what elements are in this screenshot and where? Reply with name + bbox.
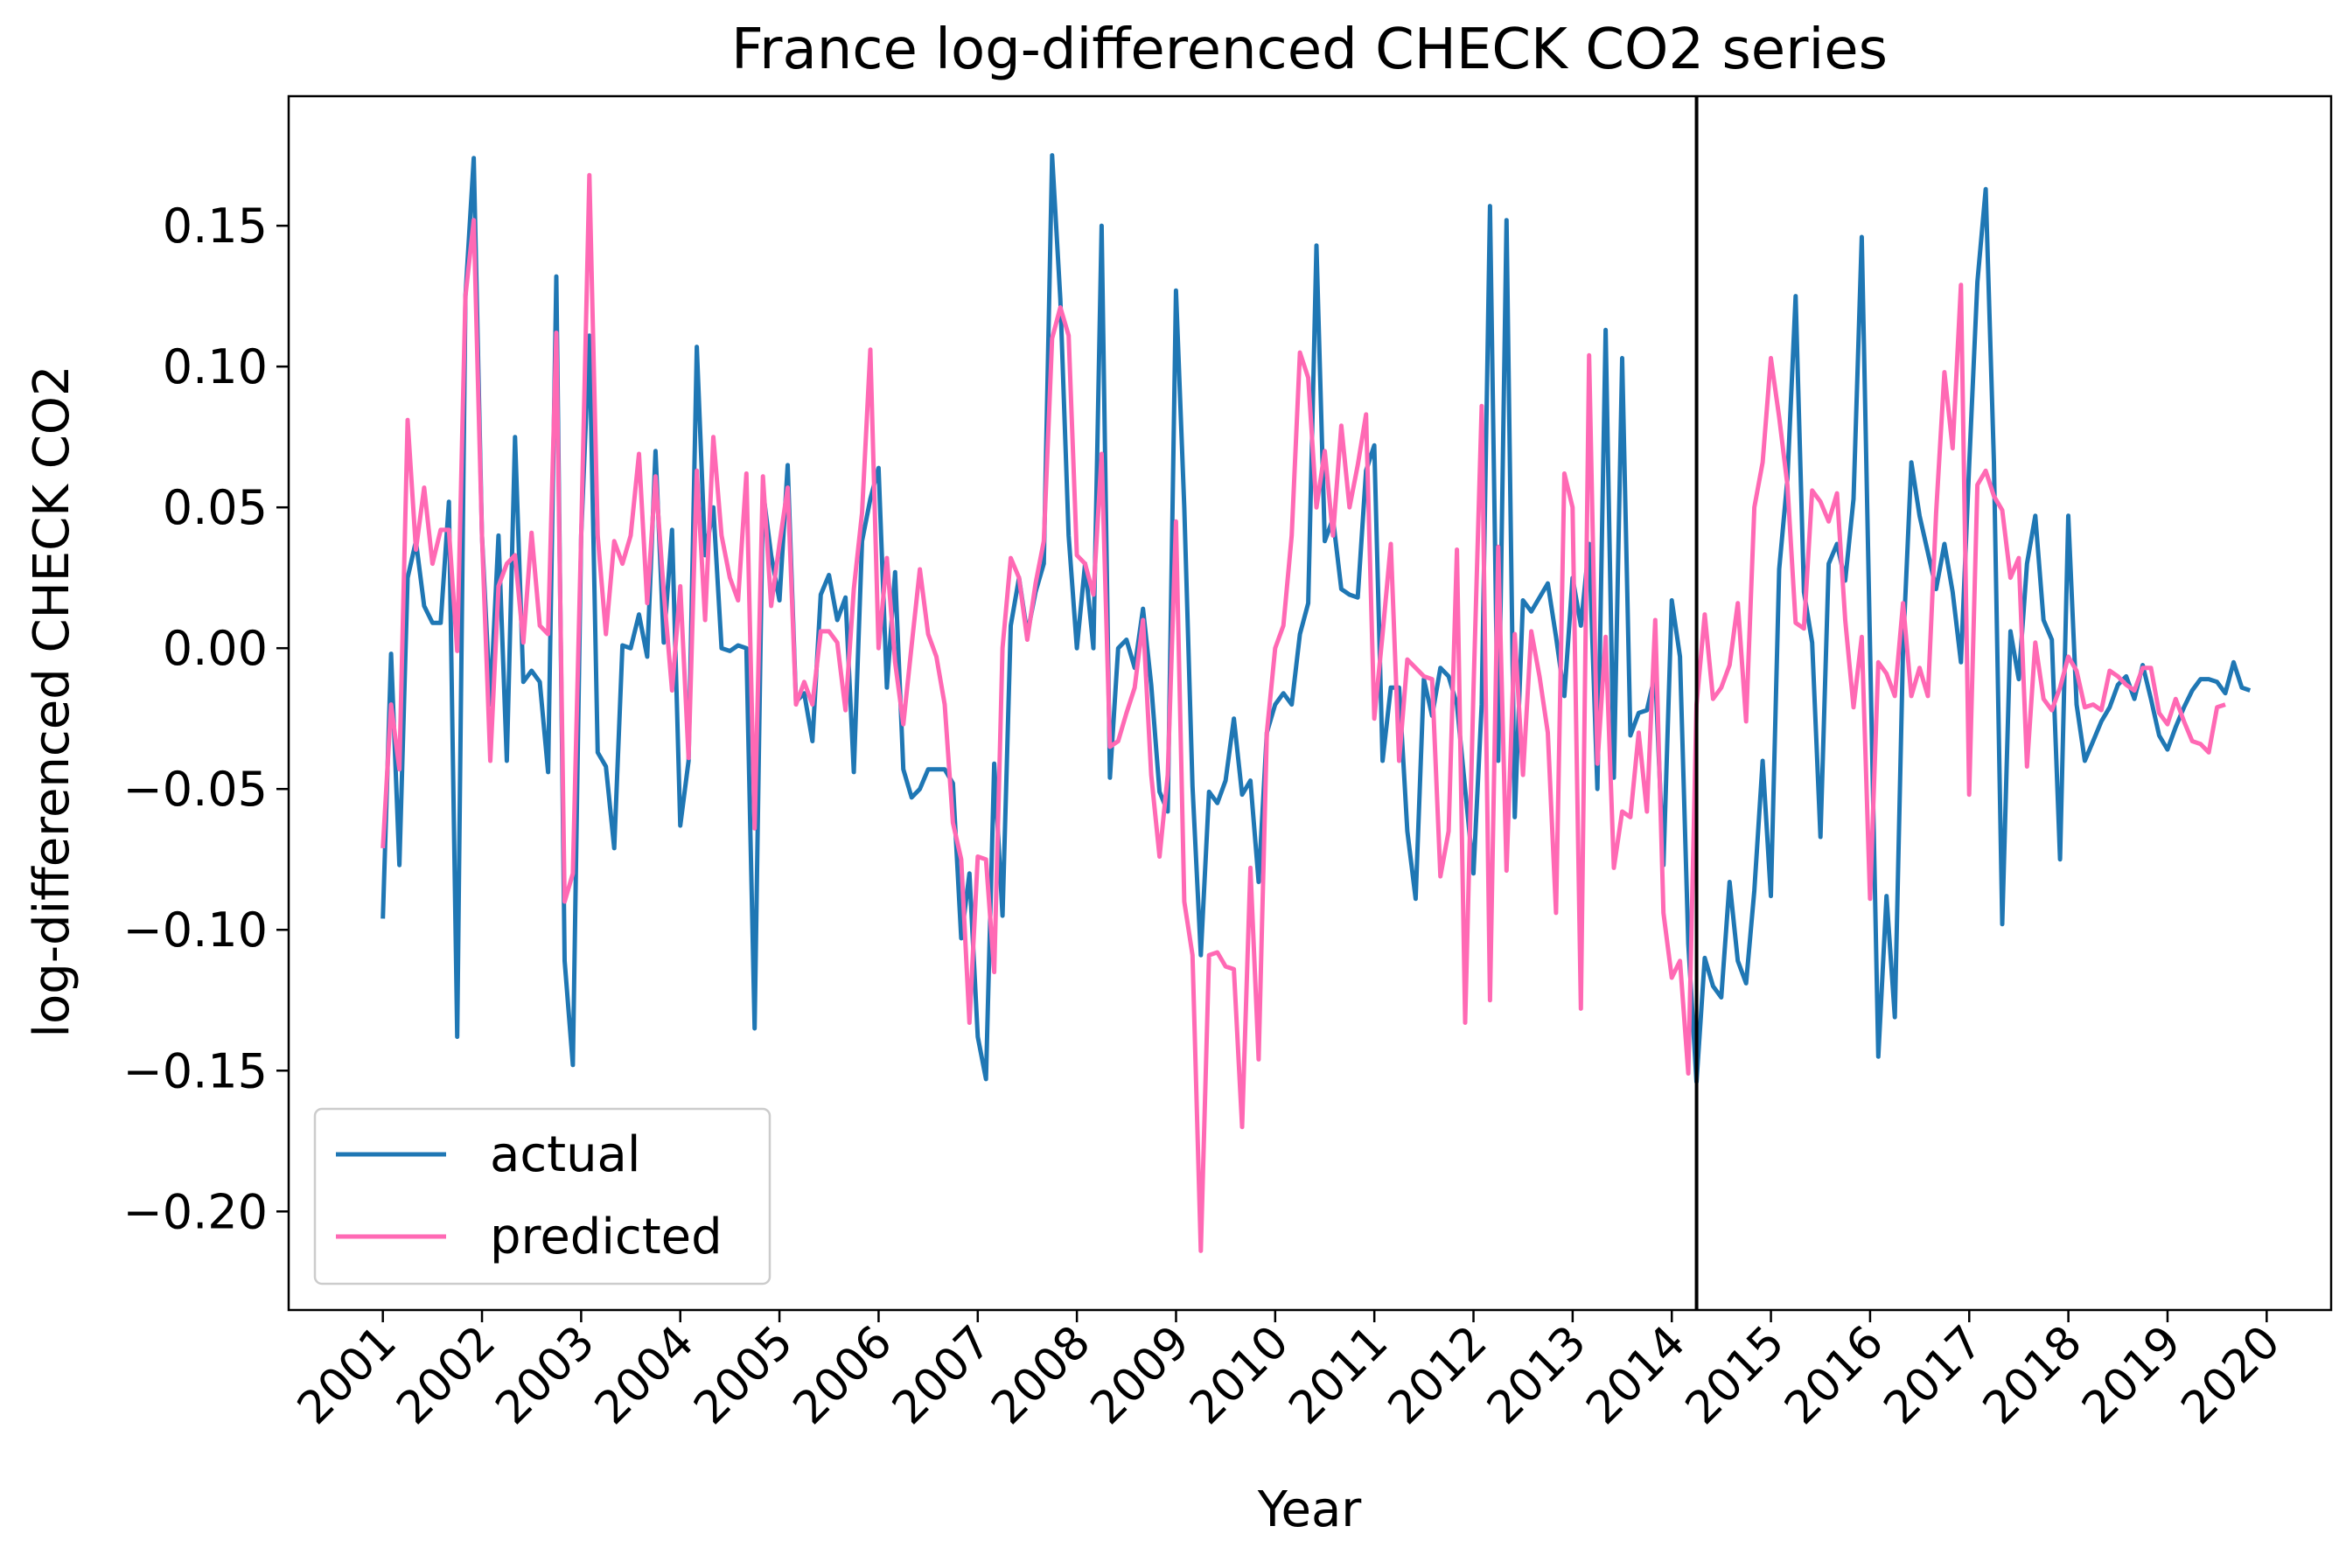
y-axis-label: log-differenced CHECK CO2	[24, 365, 80, 1037]
x-tick-label: 2019	[2072, 1316, 2191, 1435]
x-tick-label: 2014	[1576, 1316, 1695, 1435]
x-tick-label: 2007	[883, 1316, 1002, 1435]
plot-area	[381, 96, 2252, 1310]
x-tick-label: 2009	[1081, 1316, 1200, 1435]
x-tick-label: 2010	[1180, 1316, 1299, 1435]
x-tick-label: 2004	[585, 1316, 704, 1435]
x-tick-label: 2018	[1973, 1316, 2092, 1435]
legend-label-predicted: predicted	[490, 1209, 723, 1265]
x-tick-label: 2008	[981, 1316, 1100, 1435]
x-tick-label: 2003	[486, 1316, 605, 1435]
x-tick-label: 2005	[684, 1316, 803, 1435]
y-tick-label: −0.15	[123, 1043, 268, 1098]
legend: actual predicted	[313, 1107, 772, 1286]
y-tick-label: 0.15	[163, 199, 268, 254]
x-tick-label: 2016	[1775, 1316, 1894, 1435]
x-tick-label: 2020	[2172, 1316, 2291, 1435]
x-tick-label: 2001	[288, 1316, 407, 1435]
x-tick-label: 2002	[387, 1316, 506, 1435]
x-tick-label: 2015	[1676, 1316, 1795, 1435]
series-line-actual	[381, 153, 2252, 1084]
x-axis-label: Year	[1257, 1481, 1363, 1538]
series-line-predicted	[381, 172, 2226, 1253]
y-tick-label: −0.10	[123, 902, 268, 958]
x-tick-label: 2012	[1379, 1316, 1498, 1435]
y-tick-label: 0.05	[163, 480, 268, 535]
x-tick-label: 2013	[1477, 1316, 1596, 1435]
y-tick-label: −0.20	[123, 1184, 268, 1239]
y-tick-label: 0.10	[163, 339, 268, 394]
y-tick-label: 0.00	[163, 621, 268, 676]
legend-label-actual: actual	[490, 1126, 640, 1183]
x-tick-label: 2011	[1279, 1316, 1398, 1435]
y-tick-label: −0.05	[123, 762, 268, 817]
chart-title: France log-differenced CHECK CO2 series	[731, 17, 1888, 82]
x-tick-label: 2017	[1874, 1316, 1993, 1435]
x-tick-label: 2006	[784, 1316, 903, 1435]
plot-frame	[287, 94, 2333, 1312]
